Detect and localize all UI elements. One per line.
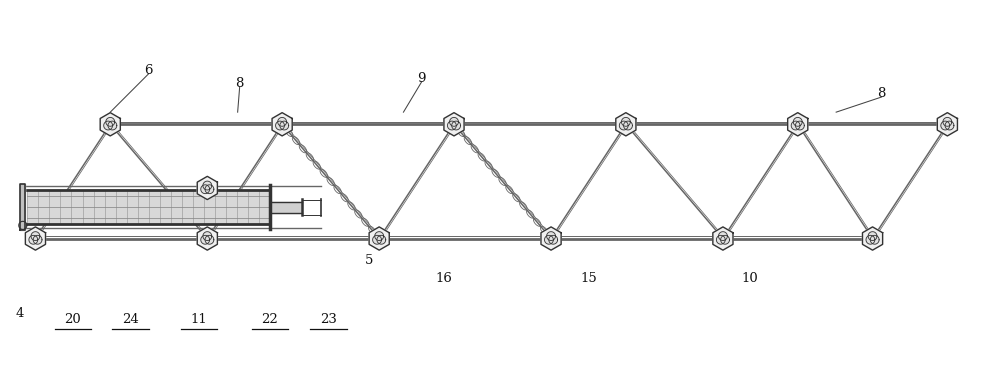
- Text: 9: 9: [417, 72, 426, 85]
- Polygon shape: [33, 235, 42, 244]
- Text: 22: 22: [262, 313, 278, 326]
- Polygon shape: [100, 112, 120, 136]
- Polygon shape: [619, 121, 628, 130]
- Text: 15: 15: [580, 272, 597, 285]
- Polygon shape: [450, 117, 458, 126]
- Text: 23: 23: [320, 313, 337, 326]
- Text: 6: 6: [144, 64, 153, 77]
- Polygon shape: [20, 184, 25, 230]
- Text: 20: 20: [64, 313, 81, 326]
- Polygon shape: [272, 112, 292, 136]
- Polygon shape: [203, 181, 212, 190]
- Text: 5: 5: [365, 254, 373, 267]
- Polygon shape: [721, 235, 729, 244]
- Polygon shape: [106, 117, 115, 126]
- Text: 11: 11: [191, 313, 208, 326]
- Polygon shape: [945, 121, 954, 130]
- Polygon shape: [270, 202, 302, 213]
- Polygon shape: [866, 235, 875, 244]
- Polygon shape: [941, 121, 950, 130]
- Polygon shape: [716, 235, 725, 244]
- Polygon shape: [201, 185, 210, 194]
- Text: 24: 24: [122, 313, 139, 326]
- Polygon shape: [870, 235, 879, 244]
- Text: 8: 8: [877, 87, 886, 100]
- Polygon shape: [375, 232, 384, 241]
- Polygon shape: [104, 121, 113, 130]
- Polygon shape: [719, 232, 727, 241]
- Polygon shape: [868, 232, 877, 241]
- Polygon shape: [29, 235, 38, 244]
- Polygon shape: [373, 235, 381, 244]
- Polygon shape: [791, 121, 800, 130]
- Polygon shape: [937, 112, 957, 136]
- Polygon shape: [205, 185, 214, 194]
- Polygon shape: [25, 227, 46, 250]
- Text: 16: 16: [435, 272, 452, 285]
- Polygon shape: [377, 235, 386, 244]
- Polygon shape: [278, 117, 287, 126]
- Polygon shape: [621, 117, 630, 126]
- Polygon shape: [108, 121, 117, 130]
- Polygon shape: [369, 227, 389, 250]
- Polygon shape: [31, 232, 40, 241]
- Polygon shape: [444, 112, 464, 136]
- Polygon shape: [203, 232, 212, 241]
- Polygon shape: [547, 232, 555, 241]
- Polygon shape: [795, 121, 804, 130]
- Polygon shape: [197, 176, 217, 200]
- Polygon shape: [197, 227, 217, 250]
- Bar: [27, 190, 270, 224]
- Polygon shape: [541, 227, 561, 250]
- Polygon shape: [943, 117, 952, 126]
- Polygon shape: [280, 121, 289, 130]
- Polygon shape: [549, 235, 558, 244]
- Polygon shape: [201, 235, 210, 244]
- Polygon shape: [276, 121, 284, 130]
- Polygon shape: [788, 112, 808, 136]
- Polygon shape: [447, 121, 456, 130]
- Polygon shape: [545, 235, 553, 244]
- Polygon shape: [793, 117, 802, 126]
- Text: 8: 8: [235, 78, 244, 90]
- Polygon shape: [862, 227, 883, 250]
- Text: 10: 10: [742, 272, 759, 285]
- Polygon shape: [205, 235, 214, 244]
- Polygon shape: [452, 121, 461, 130]
- Text: 4: 4: [15, 307, 23, 320]
- Polygon shape: [713, 227, 733, 250]
- Polygon shape: [624, 121, 632, 130]
- Polygon shape: [616, 112, 636, 136]
